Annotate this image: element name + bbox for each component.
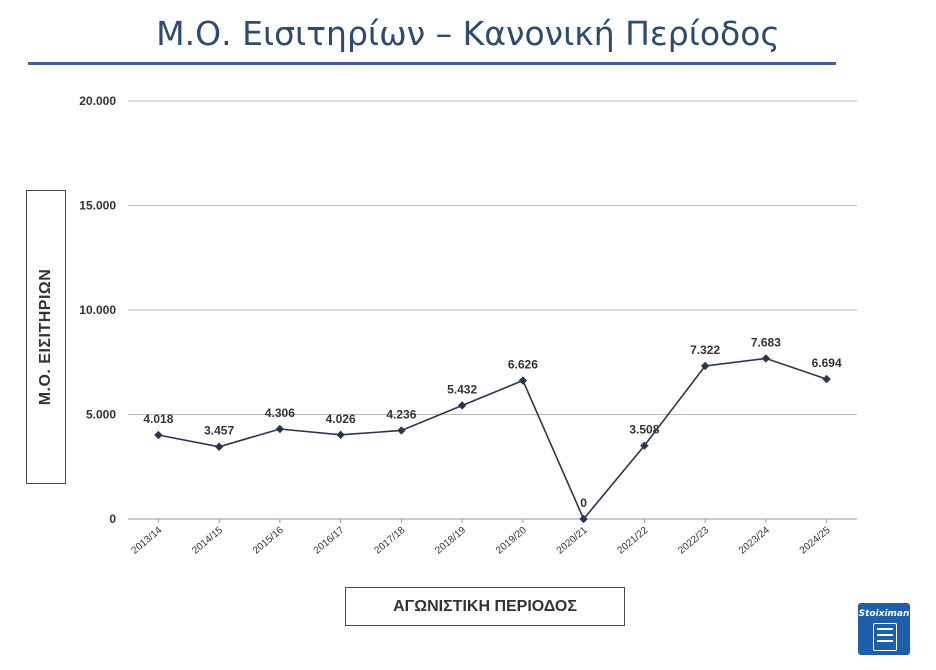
data-label: 4.236 (386, 407, 416, 421)
data-point (579, 514, 588, 524)
x-tick-label: 2016/17 (312, 525, 347, 557)
data-label: 7.683 (751, 335, 781, 349)
data-label: 4.306 (265, 406, 295, 420)
data-point (154, 430, 163, 440)
data-label: 3.508 (629, 423, 659, 437)
y-tick-label: 0 (109, 512, 116, 526)
x-tick-label: 2017/18 (373, 525, 408, 557)
x-tick-label: 2014/15 (190, 525, 225, 557)
data-label: 6.694 (812, 356, 842, 370)
x-tick-label: 2024/25 (798, 525, 833, 557)
y-tick-label: 15.000 (79, 199, 116, 213)
x-tick-label: 2022/23 (676, 525, 711, 557)
page-title: Μ.Ο. Εισιτηρίων – Κανονική Περίοδος (156, 14, 780, 53)
crest-icon (873, 623, 897, 651)
data-point (761, 354, 771, 363)
data-point (822, 374, 831, 384)
x-axis-label-box: ΑΓΩΝΙΣΤΙΚΗ ΠΕΡΙΟΔΟΣ (345, 587, 625, 626)
data-point (214, 442, 224, 451)
data-label: 4.018 (143, 412, 173, 426)
y-tick-label: 5.000 (86, 408, 116, 422)
title-divider (28, 62, 836, 65)
logo-wordmark: Stoiximan (858, 609, 910, 619)
data-label: 0 (580, 496, 587, 510)
data-point (336, 430, 345, 440)
x-tick-label: 2023/24 (737, 525, 772, 557)
x-tick-label: 2021/22 (616, 525, 651, 557)
data-label: 3.457 (204, 424, 234, 438)
x-tick-label: 2018/19 (433, 525, 468, 557)
data-point (700, 361, 710, 371)
data-point (397, 426, 406, 435)
data-label: 7.322 (690, 343, 720, 357)
data-point (457, 401, 467, 410)
x-tick-label: 2013/14 (130, 525, 165, 557)
y-tick-label: 20.000 (79, 94, 116, 108)
y-tick-label: 10.000 (79, 303, 116, 317)
data-point (275, 424, 285, 434)
data-point (518, 376, 528, 385)
data-label: 6.626 (508, 358, 538, 372)
x-tick-label: 2019/20 (494, 525, 529, 557)
x-tick-label: 2015/16 (251, 525, 286, 557)
stoiximan-logo: Stoiximan (858, 603, 910, 655)
y-axis-label-box: Μ.Ο. ΕΙΣΙΤΗΡΙΩΝ (26, 190, 66, 484)
x-axis-label: ΑΓΩΝΙΣΤΙΚΗ ΠΕΡΙΟΔΟΣ (393, 597, 577, 615)
data-point (640, 441, 649, 450)
x-tick-label: 2020/21 (555, 525, 590, 557)
data-label: 5.432 (447, 382, 477, 396)
series-line (158, 357, 827, 521)
data-label: 4.026 (326, 412, 356, 426)
y-axis-label: Μ.Ο. ΕΙΣΙΤΗΡΙΩΝ (37, 268, 54, 406)
